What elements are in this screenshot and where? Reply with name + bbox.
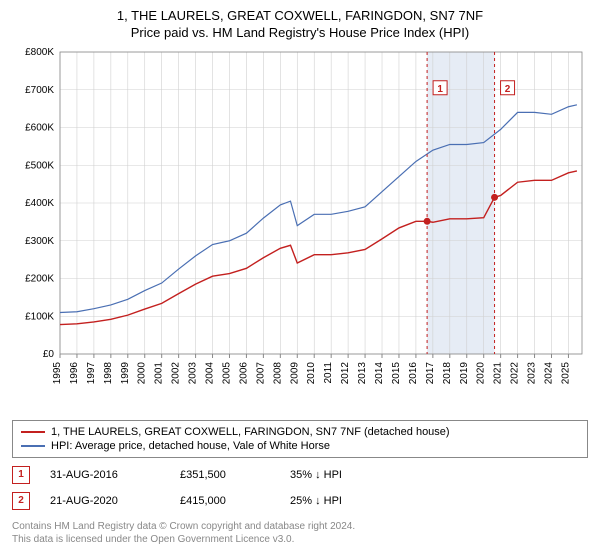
svg-text:£300K: £300K — [25, 236, 54, 247]
attribution: Contains HM Land Registry data © Crown c… — [8, 514, 592, 546]
sale-price: £415,000 — [180, 495, 270, 507]
sale-marker-icon: 1 — [12, 466, 30, 484]
svg-text:£400K: £400K — [25, 198, 54, 209]
legend-row-subject: 1, THE LAURELS, GREAT COXWELL, FARINGDON… — [21, 425, 579, 439]
svg-text:2007: 2007 — [255, 361, 266, 384]
svg-text:2010: 2010 — [306, 361, 317, 384]
svg-text:2011: 2011 — [323, 361, 334, 383]
svg-text:1995: 1995 — [52, 361, 63, 384]
svg-text:2015: 2015 — [391, 361, 402, 384]
sale-row: 2 21-AUG-2020 £415,000 25% ↓ HPI — [8, 488, 592, 514]
svg-text:2022: 2022 — [510, 361, 521, 384]
svg-text:1999: 1999 — [120, 361, 131, 384]
sale-hpi-diff: 35% ↓ HPI — [290, 469, 342, 481]
sale-date: 31-AUG-2016 — [50, 469, 160, 481]
legend: 1, THE LAURELS, GREAT COXWELL, FARINGDON… — [12, 420, 588, 458]
svg-text:2021: 2021 — [493, 361, 504, 384]
legend-label-subject: 1, THE LAURELS, GREAT COXWELL, FARINGDON… — [51, 426, 450, 438]
svg-text:£800K: £800K — [25, 47, 54, 58]
svg-text:2025: 2025 — [560, 361, 571, 384]
svg-text:1997: 1997 — [86, 361, 97, 384]
svg-text:£0: £0 — [43, 349, 55, 360]
svg-text:2005: 2005 — [221, 361, 232, 384]
svg-text:£200K: £200K — [25, 273, 54, 284]
title-line2: Price paid vs. HM Land Registry's House … — [8, 25, 592, 42]
svg-text:1998: 1998 — [103, 361, 114, 384]
svg-text:2: 2 — [505, 84, 511, 95]
legend-row-hpi: HPI: Average price, detached house, Vale… — [21, 439, 579, 453]
svg-text:2018: 2018 — [442, 361, 453, 384]
attribution-line2: This data is licensed under the Open Gov… — [12, 533, 588, 546]
svg-text:2019: 2019 — [459, 361, 470, 384]
svg-text:1996: 1996 — [69, 361, 80, 384]
svg-text:2017: 2017 — [425, 361, 436, 384]
svg-text:2008: 2008 — [272, 361, 283, 384]
svg-text:2001: 2001 — [154, 361, 165, 384]
svg-text:2024: 2024 — [543, 361, 554, 384]
svg-text:£600K: £600K — [25, 122, 54, 133]
sale-price: £351,500 — [180, 469, 270, 481]
svg-text:2020: 2020 — [476, 361, 487, 384]
sale-row: 1 31-AUG-2016 £351,500 35% ↓ HPI — [8, 462, 592, 488]
svg-text:2012: 2012 — [340, 361, 351, 384]
svg-text:£700K: £700K — [25, 85, 54, 96]
svg-text:2013: 2013 — [357, 361, 368, 384]
svg-text:£500K: £500K — [25, 160, 54, 171]
svg-text:2014: 2014 — [374, 361, 385, 384]
attribution-line1: Contains HM Land Registry data © Crown c… — [12, 520, 588, 533]
svg-text:2004: 2004 — [205, 361, 216, 384]
legend-swatch-subject — [21, 431, 45, 433]
svg-text:2009: 2009 — [289, 361, 300, 384]
legend-swatch-hpi — [21, 445, 45, 447]
svg-text:1: 1 — [437, 84, 443, 95]
sales-table: 1 31-AUG-2016 £351,500 35% ↓ HPI 2 21-AUG-202… — [8, 462, 592, 514]
sale-date: 21-AUG-2020 — [50, 495, 160, 507]
svg-text:2002: 2002 — [171, 361, 182, 384]
chart-svg: £0 £100K £200K £300K £400K £500K £600K £700K £80… — [8, 42, 592, 412]
svg-text:2016: 2016 — [408, 361, 419, 384]
svg-text:2023: 2023 — [527, 361, 538, 384]
svg-text:2003: 2003 — [188, 361, 199, 384]
svg-text:2006: 2006 — [238, 361, 249, 384]
title-line1: 1, THE LAURELS, GREAT COXWELL, FARINGDON… — [8, 8, 592, 25]
legend-label-hpi: HPI: Average price, detached house, Vale… — [51, 440, 330, 452]
svg-text:£100K: £100K — [25, 311, 54, 322]
sale-hpi-diff: 25% ↓ HPI — [290, 495, 342, 507]
price-chart: £0 £100K £200K £300K £400K £500K £600K £700K £80… — [8, 42, 592, 412]
chart-title-block: 1, THE LAURELS, GREAT COXWELL, FARINGDON… — [8, 8, 592, 42]
sale-marker-icon: 2 — [12, 492, 30, 510]
svg-text:2000: 2000 — [137, 361, 148, 384]
